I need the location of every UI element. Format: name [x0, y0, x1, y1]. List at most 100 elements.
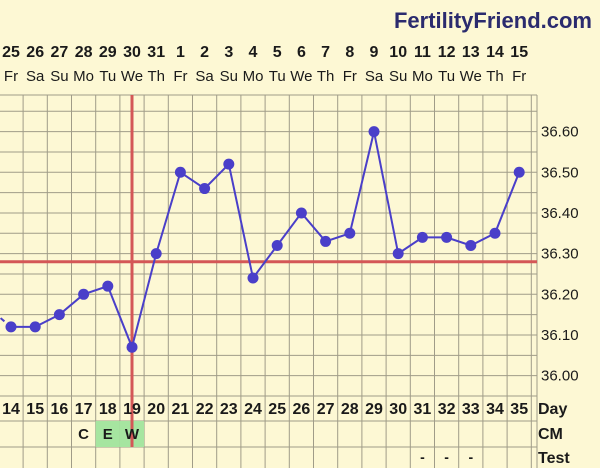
temperature-point	[392, 248, 404, 260]
y-tick-label: 36.60	[541, 124, 579, 141]
weekday-label: Mo	[243, 68, 264, 85]
temperature-point	[102, 280, 114, 292]
temperature-point	[295, 207, 307, 219]
date-label: 25	[2, 44, 20, 61]
temperature-point	[465, 240, 477, 251]
y-tick-label: 36.40	[541, 205, 579, 222]
date-label: 7	[321, 44, 330, 61]
temperature-point	[489, 227, 501, 239]
date-label: 1	[176, 44, 185, 61]
y-tick-label: 36.20	[541, 286, 579, 303]
date-label: 14	[486, 44, 504, 61]
cm-row-label: CM	[538, 426, 563, 443]
date-label: 8	[345, 44, 354, 61]
date-label: 15	[510, 44, 528, 61]
weekday-label: Fr	[343, 68, 357, 85]
temperature-point	[441, 231, 453, 243]
date-label: 2	[200, 44, 209, 61]
y-tick-label: 36.00	[541, 368, 579, 385]
date-label: 29	[99, 44, 117, 61]
weekday-label: Mo	[73, 68, 94, 85]
temperature-line	[0, 131, 521, 351]
test-mark: -	[444, 449, 449, 465]
cycle-day-label: 21	[172, 401, 190, 418]
temperature-point	[320, 235, 332, 247]
weekday-label: Sa	[195, 68, 214, 85]
cycle-day-label: 17	[75, 401, 93, 418]
date-label: 6	[297, 44, 306, 61]
temperature-point	[53, 309, 65, 321]
cycle-day-label: 32	[438, 401, 456, 418]
chart-labels: 25Fr1426Sa1527Su1628Mo1729Tu1830We1931Th…	[2, 44, 578, 465]
temperature-point	[78, 288, 90, 300]
cycle-day-label: 20	[147, 401, 165, 418]
cycle-day-label: 33	[462, 401, 480, 418]
weekday-label: Su	[220, 68, 238, 85]
weekday-label: Fr	[4, 68, 18, 85]
temperature-point	[199, 183, 211, 195]
cm-code: W	[125, 426, 140, 443]
date-label: 30	[123, 44, 141, 61]
temperature-point	[5, 321, 17, 333]
temperature-point	[174, 166, 186, 178]
day-row-label: Day	[538, 401, 567, 418]
cycle-day-label: 27	[317, 401, 335, 418]
brand-logo[interactable]: FertilityFriend.com	[394, 8, 592, 33]
cycle-day-label: 19	[123, 401, 141, 418]
date-label: 28	[75, 44, 93, 61]
weekday-label: Fr	[512, 68, 526, 85]
date-label: 3	[224, 44, 233, 61]
weekday-label: We	[290, 68, 312, 85]
temperature-point	[247, 272, 259, 284]
cycle-day-label: 35	[510, 401, 528, 418]
date-label: 26	[26, 44, 44, 61]
cycle-day-label: 26	[293, 401, 311, 418]
temperature-point	[344, 227, 356, 239]
date-label: 31	[147, 44, 165, 61]
cycle-day-label: 23	[220, 401, 238, 418]
temperature-point	[223, 158, 235, 170]
weekday-label: Tu	[438, 68, 455, 85]
y-tick-label: 36.30	[541, 246, 579, 263]
temperature-point	[368, 126, 380, 138]
temperature-point	[416, 231, 428, 243]
weekday-label: Tu	[99, 68, 116, 85]
weekday-label: Mo	[412, 68, 433, 85]
weekday-label: Su	[389, 68, 407, 85]
weekday-label: Th	[486, 68, 504, 85]
weekday-label: We	[121, 68, 143, 85]
weekday-label: Th	[147, 68, 165, 85]
temperature-point	[150, 248, 162, 260]
date-label: 9	[370, 44, 379, 61]
temperature-point	[29, 321, 41, 333]
cycle-day-label: 30	[389, 401, 407, 418]
cycle-day-label: 22	[196, 401, 214, 418]
date-label: 4	[249, 44, 258, 61]
weekday-label: Su	[50, 68, 68, 85]
cycle-day-label: 34	[486, 401, 504, 418]
test-mark: -	[468, 449, 473, 465]
cm-highlight-cell	[95, 421, 120, 447]
cycle-day-label: 29	[365, 401, 383, 418]
test-mark: -	[420, 449, 425, 465]
date-label: 10	[389, 44, 407, 61]
y-tick-label: 36.10	[541, 327, 579, 344]
temperature-points	[5, 126, 525, 353]
weekday-label: Th	[317, 68, 335, 85]
date-label: 27	[51, 44, 69, 61]
weekday-label: Fr	[173, 68, 187, 85]
cycle-day-label: 15	[26, 401, 44, 418]
cycle-day-label: 24	[244, 401, 262, 418]
cycle-day-label: 31	[414, 401, 432, 418]
cycle-day-label: 28	[341, 401, 359, 418]
chart-grid	[0, 94, 538, 468]
temperature-point	[271, 240, 283, 251]
temperature-point	[126, 341, 138, 353]
cm-code: E	[103, 426, 113, 443]
cycle-day-label: 16	[51, 401, 69, 418]
date-label: 13	[462, 44, 480, 61]
weekday-label: Tu	[269, 68, 286, 85]
cycle-day-label: 25	[268, 401, 286, 418]
